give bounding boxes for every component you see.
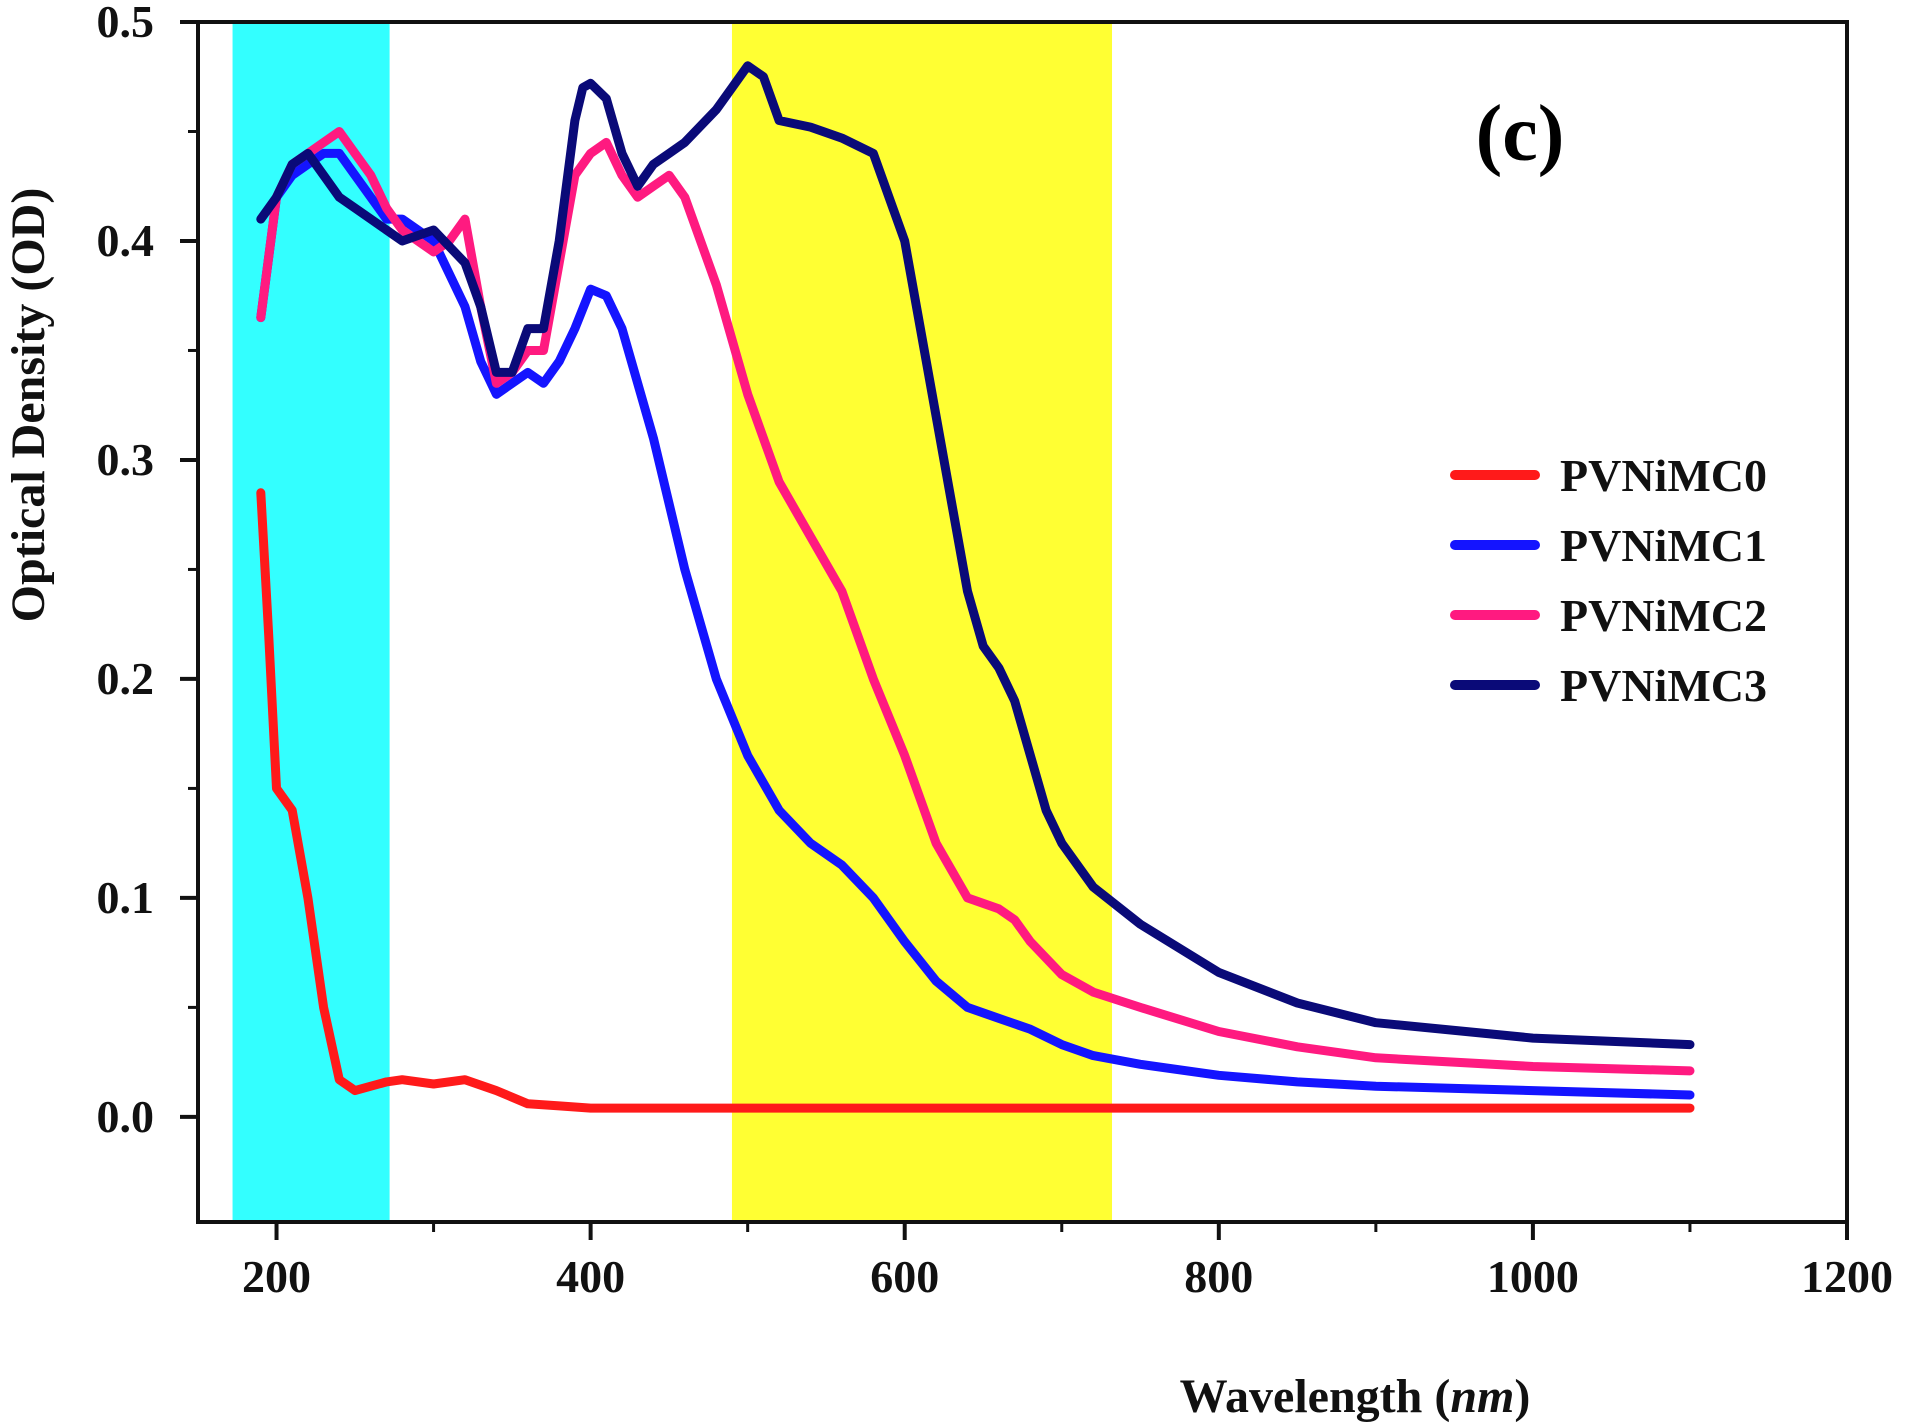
series-lines — [256, 61, 1695, 1113]
shaded-bands — [232, 24, 1113, 1222]
x-axis-title: Wavelength (nm) — [1180, 1370, 1531, 1423]
y-tick-label-0.4: 0.4 — [97, 215, 155, 266]
y-tick-label-0: 0.0 — [97, 1091, 155, 1142]
x-axis-unit: nm — [1450, 1370, 1514, 1423]
x-tick-label-1200: 1200 — [1801, 1251, 1893, 1302]
y-tick-label-0.2: 0.2 — [97, 653, 155, 704]
y-tick-label-0.1: 0.1 — [97, 872, 155, 923]
legend: PVNiMC0 PVNiMC1 PVNiMC2 PVNiMC3 — [1450, 450, 1767, 711]
x-tick-label-400: 400 — [556, 1251, 625, 1302]
y-tick-label-0.5: 0.5 — [97, 0, 155, 47]
legend-label-pvnimc0: PVNiMC0 — [1560, 450, 1767, 501]
plot-frame — [196, 20, 1849, 1224]
series-line-pvnimc0 — [256, 488, 1695, 1113]
shaded-band-2 — [731, 24, 1113, 1222]
x-tick-label-200: 200 — [242, 1251, 311, 1302]
x-axis-title-text: Wavelength — [1180, 1370, 1423, 1423]
series-line-pvnimc3 — [256, 61, 1695, 1050]
x-tick-label-1000: 1000 — [1487, 1251, 1579, 1302]
y-axis-title: Optical Density (OD) — [2, 188, 55, 623]
legend-label-pvnimc3: PVNiMC3 — [1560, 660, 1767, 711]
x-tick-label-600: 600 — [870, 1251, 939, 1302]
shaded-band-1 — [232, 24, 390, 1222]
panel-label: (c) — [1476, 90, 1565, 178]
x-tick-label-800: 800 — [1184, 1251, 1253, 1302]
axis-ticks: 200 400 600 800 1000 1200 0.0 0.1 0.2 0.3 0.4 0.5 — [97, 0, 1894, 1302]
y-tick-label-0.3: 0.3 — [97, 434, 155, 485]
legend-label-pvnimc1: PVNiMC1 — [1560, 520, 1767, 571]
legend-label-pvnimc2: PVNiMC2 — [1560, 590, 1767, 641]
series-line-pvnimc1 — [256, 148, 1695, 1100]
series-line-pvnimc2 — [256, 127, 1695, 1076]
